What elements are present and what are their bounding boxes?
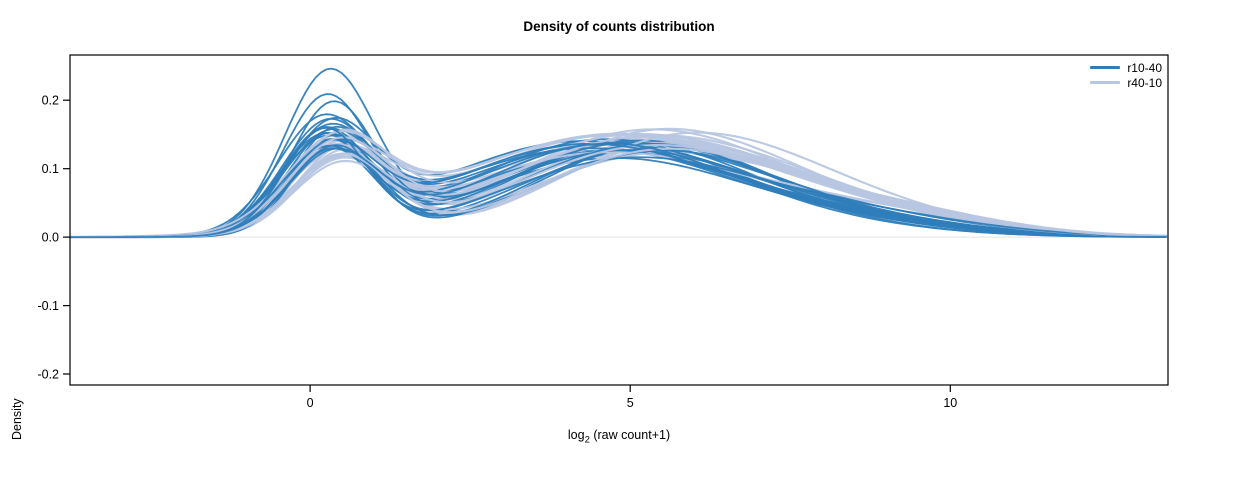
x-axis-label-post: (raw count+1) (589, 428, 671, 442)
y-tick-label: 0.1 (42, 162, 59, 176)
legend-entry-r40-10: r40-10 (1090, 75, 1162, 90)
legend-label: r10-40 (1127, 60, 1162, 75)
y-axis-label: Density (10, 398, 24, 440)
plot-box (69, 54, 1169, 386)
legend-entry-r10-40: r10-40 (1090, 60, 1162, 75)
curves-layer (70, 67, 1168, 239)
legend: r10-40 r40-10 (1090, 60, 1162, 90)
y-tick-label: -0.2 (37, 367, 59, 381)
y-tick-label: 0.0 (42, 230, 59, 244)
x-axis-label: log2 (raw count+1) (70, 428, 1168, 446)
density-curve (70, 142, 1167, 239)
x-tick-label: 5 (627, 396, 634, 410)
x-tick-label: 10 (943, 396, 957, 410)
legend-line-swatch (1090, 81, 1121, 84)
density-curve (70, 147, 1168, 239)
y-tick-label: 0.2 (42, 94, 59, 108)
x-tick-label: 0 (307, 396, 314, 410)
y-tick-label: -0.1 (37, 299, 59, 313)
legend-line-swatch (1090, 66, 1121, 69)
x-axis-label-sub: 2 (584, 434, 590, 446)
chart-title: Density of counts distribution (523, 19, 715, 34)
density-curve (70, 126, 1167, 239)
legend-label: r40-10 (1127, 75, 1162, 90)
x-axis-label-pre: log (567, 428, 585, 442)
